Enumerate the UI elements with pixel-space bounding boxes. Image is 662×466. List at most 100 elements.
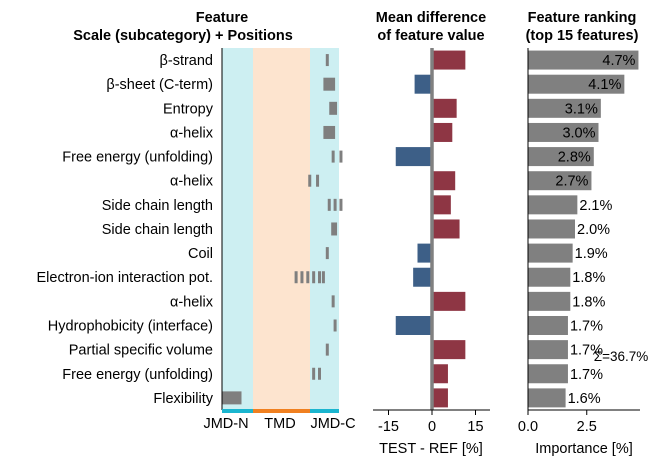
jmd-n-background: [222, 48, 253, 410]
rank-tick-label: 0.0: [518, 419, 538, 435]
feature-header-line2: Scale (subcategory) + Positions: [73, 28, 293, 44]
position-mark: [325, 54, 329, 67]
position-mark: [331, 150, 335, 163]
diff-bar: [432, 219, 460, 239]
position-mark: [300, 271, 304, 284]
importance-bar: [528, 315, 568, 335]
importance-value-label: 2.0%: [577, 222, 610, 238]
importance-value-label: 2.8%: [558, 150, 591, 166]
tmd-background: [253, 48, 310, 410]
rank-x-axis-label: Importance [%]: [535, 441, 633, 457]
diff-bar: [432, 50, 466, 70]
diff-header-line1: Mean difference: [376, 10, 486, 26]
region-label-tmd: TMD: [264, 416, 295, 432]
importance-bar: [528, 171, 592, 191]
position-mark: [327, 198, 331, 211]
feature-header-line1: Feature: [196, 10, 248, 26]
feature-label: Free energy (unfolding): [62, 367, 213, 383]
importance-value-label: 1.9%: [575, 246, 608, 262]
importance-value-label: 3.1%: [565, 101, 598, 117]
diff-x-axis-label: TEST - REF [%]: [379, 441, 483, 457]
importance-value-label: 1.8%: [572, 294, 605, 310]
importance-value-label: 2.7%: [555, 174, 588, 190]
diff-bar: [432, 122, 453, 142]
diff-bar: [432, 98, 457, 118]
position-mark: [333, 198, 337, 211]
diff-bar: [395, 315, 432, 335]
importance-value-label: 4.7%: [602, 53, 635, 69]
position-mark: [339, 150, 343, 163]
diff-bar: [432, 195, 451, 215]
diff-bar: [413, 267, 432, 287]
importance-bar: [528, 147, 594, 167]
jmd-c-region-bar: [310, 409, 339, 413]
diff-bar: [432, 388, 448, 408]
importance-bar: [528, 50, 639, 70]
position-mark: [325, 343, 329, 356]
position-mark: [339, 198, 343, 211]
importance-bar: [528, 74, 625, 94]
position-mark: [312, 271, 316, 284]
importance-value-label: 1.7%: [570, 343, 603, 359]
rank-header-line2: (top 15 features): [526, 28, 639, 44]
position-mark: [312, 367, 316, 380]
importance-value-label: 1.6%: [568, 391, 601, 407]
diff-bar: [432, 171, 456, 191]
feature-ranking-panel: 4.7% 4.1% 3.1% 3.0% 2.8% 2.7% 2.1% 2.0% 1.9% 1.8%…: [518, 48, 648, 457]
importance-value-label: 1.7%: [570, 318, 603, 334]
importance-value-label: 1.8%: [572, 270, 605, 286]
importance-bar: [528, 243, 573, 263]
position-mark: [323, 77, 336, 91]
rank-bars: 4.7% 4.1% 3.1% 3.0% 2.8% 2.7% 2.1% 2.0% 1.9% 1.8%…: [528, 50, 639, 408]
position-mark: [308, 174, 312, 187]
position-marks: [222, 54, 343, 405]
importance-bar: [528, 291, 571, 311]
position-mark: [318, 271, 321, 284]
diff-tick-label: 15: [467, 419, 483, 435]
feature-label: Entropy: [163, 101, 214, 117]
importance-value-label: 1.7%: [570, 367, 603, 383]
diff-tick-label: 0: [428, 419, 436, 435]
diff-bars: [395, 50, 466, 408]
feature-label: Side chain length: [102, 222, 213, 238]
importance-value-label: 2.1%: [579, 198, 612, 214]
importance-value-label: 4.1%: [588, 77, 621, 93]
total-importance-label: Σ=36.7%: [594, 349, 649, 364]
diff-header-line2: of feature value: [377, 28, 484, 44]
importance-bar: [528, 388, 566, 408]
importance-bar: [528, 364, 568, 384]
feature-label: Electron-ion interaction pot.: [36, 270, 213, 286]
position-mark: [306, 271, 310, 284]
importance-value-label: 3.0%: [562, 125, 595, 141]
feature-label: β-sheet (C-term): [106, 77, 213, 93]
feature-label: Side chain length: [102, 198, 213, 214]
position-mark: [222, 391, 242, 405]
diff-ticks: -15 0 15: [378, 410, 484, 435]
position-mark: [323, 125, 336, 139]
tmd-region-bar: [253, 409, 310, 413]
feature-label: α-helix: [170, 294, 214, 310]
feature-label: Hydrophobicity (interface): [48, 318, 213, 334]
feature-label: α-helix: [170, 125, 214, 141]
rank-header-line1: Feature ranking: [528, 10, 637, 26]
diff-bar: [414, 74, 432, 94]
feature-label: Flexibility: [153, 391, 213, 407]
importance-bar: [528, 195, 578, 215]
importance-bar: [528, 98, 601, 118]
position-mark: [331, 222, 338, 236]
importance-bar: [528, 267, 571, 287]
jmd-n-region-bar: [222, 409, 253, 413]
diff-bar: [432, 340, 466, 360]
position-mark: [316, 174, 320, 187]
position-mark: [325, 247, 329, 260]
feature-label: β-strand: [160, 53, 213, 69]
feature-labels: β-strand β-sheet (C-term) Entropy α-helix Fr…: [36, 53, 213, 407]
position-mark: [294, 271, 298, 284]
feature-label: α-helix: [170, 174, 214, 190]
position-mark: [318, 367, 321, 380]
importance-bar: [528, 340, 568, 360]
diff-bar: [395, 147, 432, 167]
diff-bar: [432, 364, 448, 384]
diff-bar: [417, 243, 432, 263]
